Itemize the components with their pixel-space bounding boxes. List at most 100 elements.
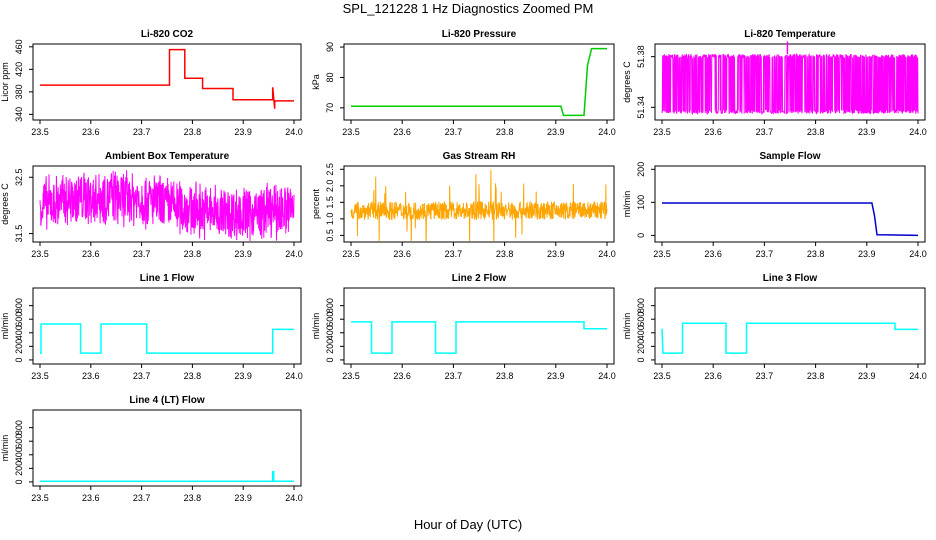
x-tick-label: 23.9	[234, 371, 252, 381]
x-tick-label: 23.5	[653, 127, 671, 137]
y-tick-label: 100	[636, 195, 646, 210]
x-tick-label: 24.0	[598, 371, 616, 381]
y-tick-label: 51.38	[636, 45, 646, 68]
x-tick-label: 24.0	[285, 371, 303, 381]
y-tick-label: 800	[325, 298, 335, 313]
y-tick-label: 380	[14, 84, 24, 99]
x-tick-label: 23.9	[234, 493, 252, 503]
y-axis-label: Licor ppm	[0, 62, 10, 102]
x-tick-label: 23.9	[547, 249, 565, 259]
panel-title: Li-820 Temperature	[744, 29, 836, 40]
x-tick-label: 23.9	[858, 371, 876, 381]
y-tick-label: 340	[14, 107, 24, 122]
plot-frame	[32, 43, 302, 121]
plot-frame	[343, 165, 615, 243]
panel-9: Line 4 (LT) Flow ml/min 23.5 23.6 23.7 23.8 23…	[0, 395, 303, 503]
y-tick-label: 420	[14, 62, 24, 77]
y-tick-label: 600	[636, 312, 646, 327]
x-tick-label: 23.6	[393, 127, 411, 137]
y-tick-label: 0	[636, 357, 646, 362]
x-tick-label: 24.0	[909, 371, 927, 381]
y-tick-label: 70	[325, 103, 335, 113]
series-line	[39, 170, 295, 241]
y-tick-label: 200	[14, 339, 24, 354]
x-tick-label: 24.0	[285, 127, 303, 137]
panel-8: Line 3 Flow ml/min 23.5 23.6 23.7 23.8 23.9 24.…	[622, 273, 927, 381]
x-tick-label: 23.5	[31, 371, 49, 381]
y-tick-label: 31.5	[14, 225, 24, 243]
panel-title: Sample Flow	[759, 151, 820, 162]
panel-title: Line 3 Flow	[763, 273, 818, 284]
series-line	[662, 202, 919, 237]
x-tick-label: 23.5	[342, 249, 360, 259]
x-tick-label: 23.6	[82, 371, 100, 381]
x-tick-label: 23.6	[82, 127, 100, 137]
y-tick-label: 200	[14, 461, 24, 476]
series-line	[40, 323, 294, 354]
plot-frame	[343, 43, 615, 121]
x-tick-label: 23.6	[704, 371, 722, 381]
x-tick-label: 23.7	[756, 371, 774, 381]
x-tick-label: 23.5	[31, 249, 49, 259]
x-tick-label: 23.7	[133, 493, 151, 503]
y-tick-label: 1.5	[325, 196, 335, 209]
x-tick-label: 23.8	[496, 127, 514, 137]
x-tick-label: 24.0	[598, 127, 616, 137]
y-tick-label: 51.34	[636, 96, 646, 119]
y-tick-label: 0	[325, 357, 335, 362]
y-axis-label: ml/min	[0, 435, 10, 462]
y-axis-label: ml/min	[0, 313, 10, 340]
panel-title: Line 1 Flow	[140, 273, 195, 284]
plot-frame	[654, 287, 926, 365]
y-axis-label: ml/min	[622, 191, 632, 218]
x-tick-label: 23.6	[393, 371, 411, 381]
plot-frame	[654, 43, 926, 121]
x-tick-label: 23.6	[82, 249, 100, 259]
x-tick-label: 24.0	[909, 249, 927, 259]
x-tick-label: 23.8	[807, 127, 825, 137]
panel-title: Gas Stream RH	[443, 151, 516, 162]
panel-title: Line 4 (LT) Flow	[129, 395, 205, 406]
x-tick-label: 23.7	[133, 249, 151, 259]
x-tick-label: 23.9	[547, 371, 565, 381]
x-tick-label: 23.6	[82, 493, 100, 503]
x-tick-label: 23.9	[858, 249, 876, 259]
x-tick-label: 23.7	[756, 127, 774, 137]
x-tick-label: 23.8	[496, 371, 514, 381]
y-tick-label: 800	[14, 420, 24, 435]
panel-title: Line 2 Flow	[452, 273, 507, 284]
x-tick-label: 23.9	[547, 127, 565, 137]
x-tick-label: 23.5	[342, 371, 360, 381]
series-line	[351, 321, 607, 354]
panel-5: Sample Flow ml/min 23.5 23.6 23.7 23.8 23.9 24.…	[622, 151, 927, 259]
x-tick-label: 23.8	[184, 371, 202, 381]
y-tick-label: 800	[636, 298, 646, 313]
panel-title: Ambient Box Temperature	[105, 151, 230, 162]
y-tick-label: 600	[325, 312, 335, 327]
y-tick-label: 0	[636, 233, 646, 238]
x-tick-label: 24.0	[285, 493, 303, 503]
y-axis-label: degrees C	[0, 183, 10, 225]
x-tick-label: 24.0	[909, 127, 927, 137]
y-tick-label: 0.5	[325, 229, 335, 242]
y-tick-label: 2.0	[325, 180, 335, 193]
plot-frame	[32, 287, 302, 365]
x-tick-label: 23.8	[184, 127, 202, 137]
panel-3: Ambient Box Temperature degrees C 23.5 23.6…	[0, 151, 303, 259]
plot-frame	[343, 287, 615, 365]
panel-0: Li-820 CO2 Licor ppm 23.5 23.6 23.7 23.8 23.9 2…	[0, 29, 303, 137]
x-tick-label: 23.5	[31, 127, 49, 137]
y-tick-label: 80	[325, 72, 335, 82]
x-tick-label: 23.7	[445, 249, 463, 259]
y-tick-label: 200	[636, 162, 646, 177]
series-line	[40, 471, 294, 483]
y-tick-label: 400	[325, 325, 335, 340]
y-tick-label: 400	[636, 325, 646, 340]
y-tick-label: 1.0	[325, 213, 335, 226]
x-tick-label: 23.9	[858, 127, 876, 137]
x-tick-label: 23.6	[704, 127, 722, 137]
y-tick-label: 600	[14, 312, 24, 327]
x-tick-label: 23.9	[234, 127, 252, 137]
x-tick-label: 23.9	[234, 249, 252, 259]
